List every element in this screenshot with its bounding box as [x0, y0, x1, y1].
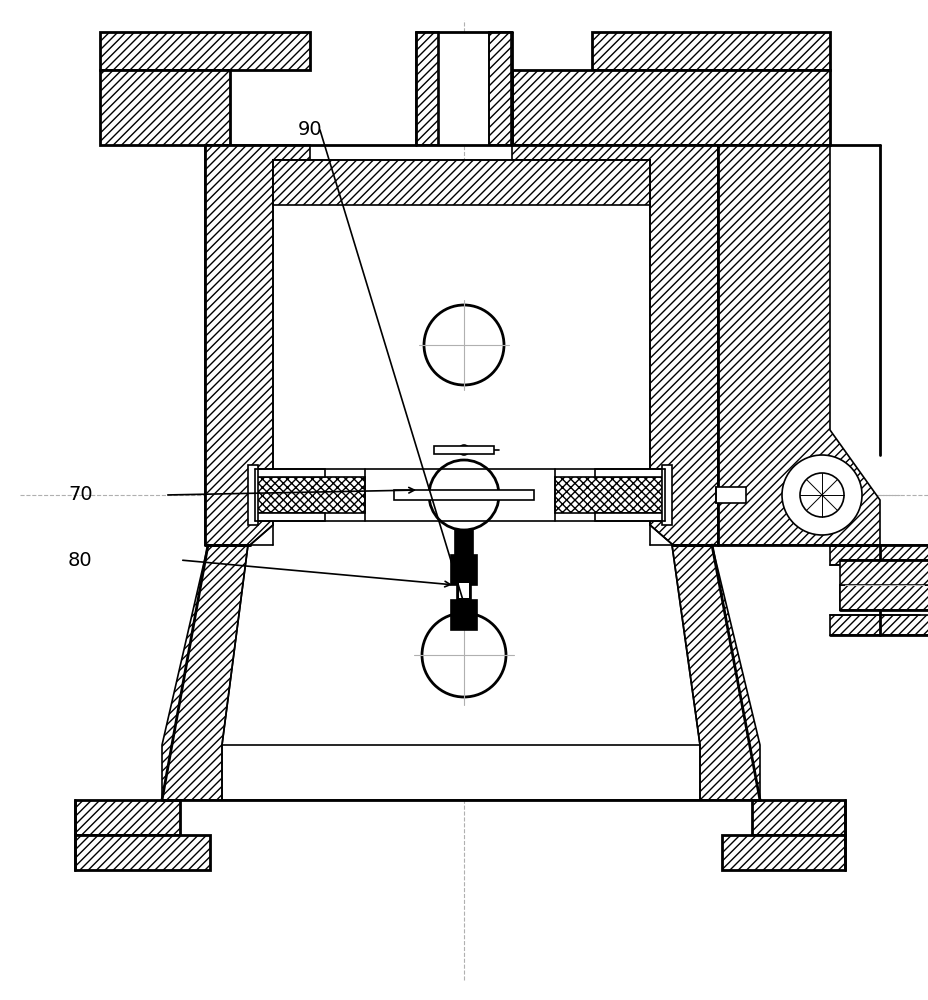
Bar — [450, 555, 476, 585]
Polygon shape — [717, 145, 879, 545]
Bar — [254, 513, 325, 521]
Bar — [839, 585, 928, 610]
Polygon shape — [671, 545, 759, 800]
Circle shape — [423, 305, 504, 385]
Bar — [829, 545, 928, 565]
Bar — [393, 490, 534, 500]
Text: 70: 70 — [68, 486, 93, 504]
Bar — [662, 465, 671, 525]
Bar — [458, 583, 469, 598]
Bar — [273, 205, 650, 545]
Bar — [751, 800, 844, 835]
Polygon shape — [222, 545, 699, 800]
Circle shape — [429, 460, 498, 530]
Bar — [715, 487, 745, 503]
Bar — [829, 615, 928, 635]
Bar — [100, 32, 310, 70]
Bar — [75, 835, 210, 870]
Bar — [248, 465, 258, 525]
Circle shape — [781, 455, 861, 535]
Polygon shape — [161, 545, 248, 800]
Bar — [488, 32, 510, 145]
Bar — [511, 70, 829, 145]
Bar — [554, 477, 664, 513]
Polygon shape — [205, 145, 310, 545]
Bar — [455, 530, 472, 560]
Bar — [416, 32, 437, 145]
Bar — [839, 585, 928, 610]
Polygon shape — [273, 160, 650, 205]
Bar — [439, 32, 488, 145]
Bar — [254, 477, 365, 513]
Bar — [450, 600, 476, 630]
Bar — [721, 835, 844, 870]
Bar — [594, 513, 664, 521]
Bar — [100, 70, 230, 145]
Bar — [457, 580, 470, 605]
Bar — [839, 560, 928, 585]
Circle shape — [799, 473, 844, 517]
Circle shape — [421, 613, 506, 697]
Circle shape — [458, 445, 469, 455]
Bar — [829, 565, 928, 615]
Text: 80: 80 — [68, 550, 93, 570]
Bar — [254, 469, 325, 477]
Text: 90: 90 — [297, 120, 322, 139]
Bar — [433, 446, 494, 454]
Polygon shape — [511, 145, 717, 545]
Bar — [591, 32, 829, 70]
Bar — [594, 469, 664, 477]
Bar — [75, 800, 180, 835]
